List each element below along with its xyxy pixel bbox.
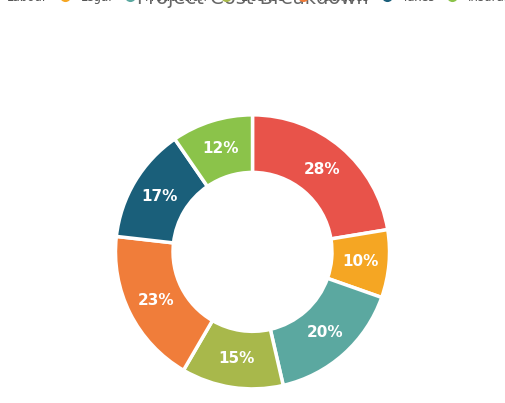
Text: 10%: 10% — [342, 254, 379, 269]
Wedge shape — [327, 230, 389, 297]
Wedge shape — [270, 278, 382, 385]
Text: 23%: 23% — [137, 293, 174, 308]
Wedge shape — [116, 237, 213, 370]
Text: 15%: 15% — [218, 351, 255, 366]
Wedge shape — [175, 115, 252, 187]
Text: 12%: 12% — [202, 141, 238, 156]
Text: 17%: 17% — [141, 189, 178, 204]
Wedge shape — [252, 115, 388, 239]
Title: Project Cost Breakdown: Project Cost Breakdown — [137, 0, 368, 8]
Text: 20%: 20% — [306, 325, 343, 340]
Wedge shape — [116, 139, 208, 243]
Wedge shape — [183, 320, 283, 389]
Legend: Labour, Legal, Production, License, Facilities, Taxes, Insurance: Labour, Legal, Production, License, Faci… — [0, 0, 505, 4]
Text: 28%: 28% — [304, 162, 341, 177]
